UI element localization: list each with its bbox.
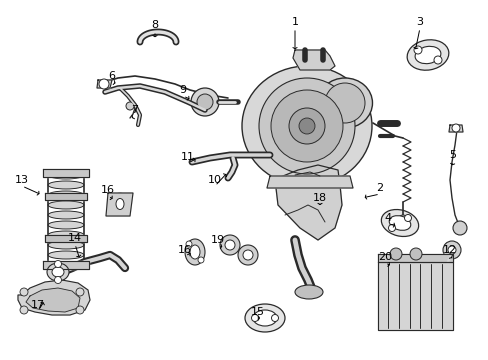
Ellipse shape [48,251,84,259]
Circle shape [447,246,455,254]
Polygon shape [26,288,80,312]
Circle shape [243,250,252,260]
Polygon shape [43,169,89,177]
Polygon shape [106,193,133,216]
Text: 18: 18 [312,193,326,203]
Ellipse shape [116,198,124,210]
Circle shape [387,225,395,231]
Ellipse shape [242,66,371,186]
Text: 14: 14 [68,233,82,243]
Polygon shape [43,261,89,269]
Circle shape [54,276,61,284]
Circle shape [54,261,61,267]
Circle shape [433,56,441,64]
Circle shape [220,235,240,255]
Ellipse shape [48,171,84,179]
Circle shape [191,88,219,116]
Circle shape [288,108,325,144]
Text: 13: 13 [15,175,29,185]
Circle shape [451,124,459,132]
Ellipse shape [294,285,323,299]
Circle shape [442,241,460,259]
Ellipse shape [317,78,372,128]
Circle shape [126,102,134,110]
Circle shape [20,288,28,296]
Circle shape [259,78,354,174]
Circle shape [99,79,109,89]
Circle shape [413,46,421,54]
Ellipse shape [48,201,84,209]
Ellipse shape [48,191,84,199]
Text: 3: 3 [416,17,423,27]
Circle shape [224,240,235,250]
Ellipse shape [112,193,128,215]
Ellipse shape [184,239,204,265]
Circle shape [389,248,401,260]
Circle shape [270,90,342,162]
Text: 5: 5 [448,150,456,160]
Polygon shape [274,165,341,240]
Text: 2: 2 [376,183,383,193]
Ellipse shape [48,181,84,189]
Circle shape [185,241,192,247]
Ellipse shape [48,221,84,229]
Circle shape [397,215,407,225]
Circle shape [251,315,258,321]
Circle shape [197,94,213,110]
Text: 8: 8 [151,20,158,30]
Circle shape [76,288,84,296]
Polygon shape [292,50,334,70]
Text: 11: 11 [181,152,195,162]
Text: 16: 16 [101,185,115,195]
Text: 1: 1 [291,17,298,27]
Circle shape [76,306,84,314]
Ellipse shape [244,304,285,332]
Text: 16: 16 [178,245,192,255]
Text: 6: 6 [108,71,115,81]
Circle shape [298,118,314,134]
Ellipse shape [48,241,84,249]
Ellipse shape [190,245,200,259]
Ellipse shape [48,231,84,239]
Circle shape [20,306,28,314]
Ellipse shape [407,40,448,70]
Text: 19: 19 [210,235,224,245]
Polygon shape [377,262,452,330]
Polygon shape [18,280,90,315]
Text: 7: 7 [131,105,138,115]
Ellipse shape [52,267,64,277]
Circle shape [325,83,364,123]
Circle shape [271,315,278,321]
Text: 15: 15 [250,307,264,317]
Circle shape [198,257,203,263]
Text: 17: 17 [31,300,45,310]
Circle shape [452,221,466,235]
Text: 9: 9 [179,85,186,95]
Polygon shape [266,176,352,188]
Circle shape [238,245,258,265]
Text: 12: 12 [442,245,456,255]
Polygon shape [45,235,87,242]
Polygon shape [97,80,112,88]
Ellipse shape [388,216,410,230]
Polygon shape [377,254,452,262]
Polygon shape [45,193,87,200]
Ellipse shape [48,211,84,219]
Ellipse shape [381,210,418,237]
Ellipse shape [414,46,440,64]
Text: 4: 4 [384,213,391,223]
Text: 20: 20 [377,252,391,262]
Polygon shape [448,125,462,132]
Circle shape [404,215,411,221]
Ellipse shape [252,310,276,326]
Ellipse shape [47,263,69,281]
Text: 10: 10 [207,175,222,185]
Circle shape [409,248,421,260]
